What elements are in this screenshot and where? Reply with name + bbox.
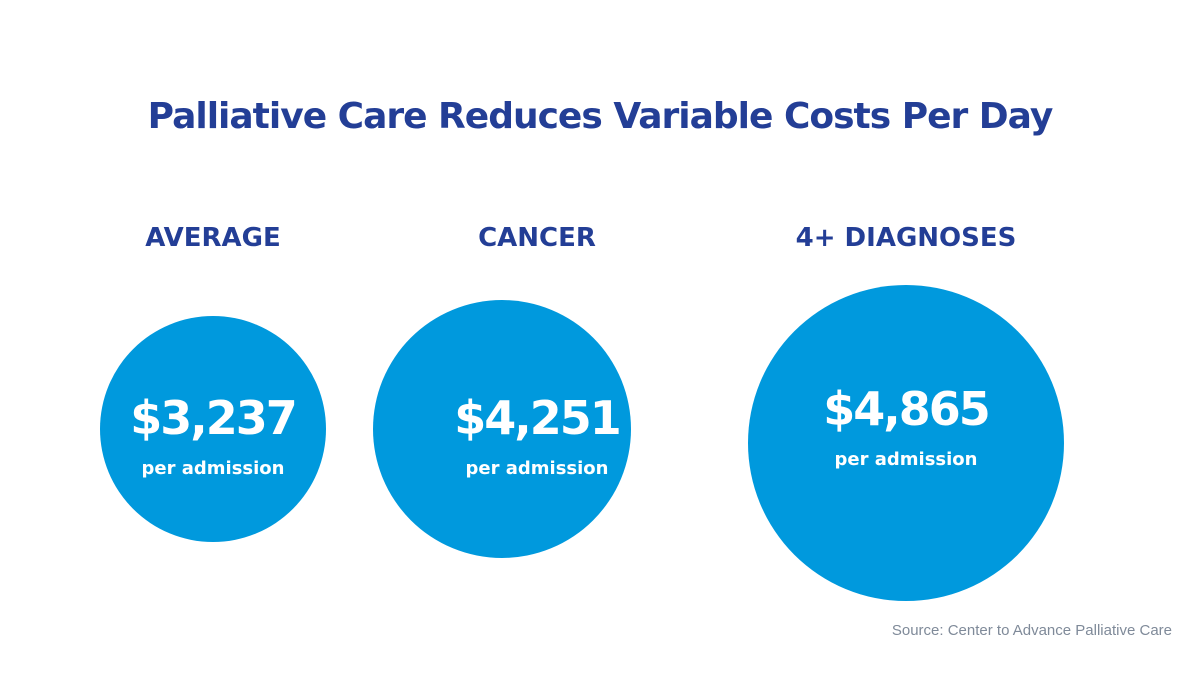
bubble [372,299,632,559]
unit-label: per admission [834,449,978,470]
category-label: AVERAGE [145,223,281,253]
category-label: CANCER [478,223,596,253]
value-label: $4,251 [454,391,622,445]
bubble [100,316,326,542]
category-label: 4+ DIAGNOSES [795,223,1017,253]
unit-label: per admission [141,458,285,479]
value-label: $4,865 [823,382,991,436]
chart-title: Palliative Care Reduces Variable Costs P… [147,96,1054,137]
source-note: Source: Center to Advance Palliative Car… [891,622,1172,639]
value-label: $3,237 [130,391,298,445]
bubble [748,285,1064,601]
unit-label: per admission [465,458,609,479]
